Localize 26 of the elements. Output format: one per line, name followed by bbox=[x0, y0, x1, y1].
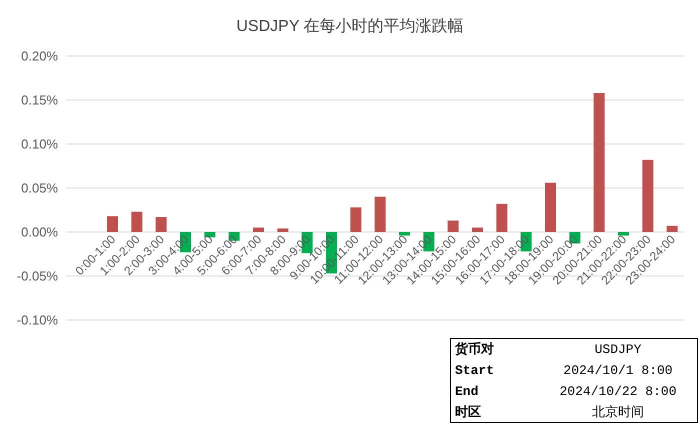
y-tick-label: 0.05% bbox=[21, 180, 58, 196]
bar bbox=[666, 226, 678, 232]
bar bbox=[107, 216, 118, 232]
bar bbox=[472, 228, 483, 232]
chart-title: USDJPY 在每小时的平均涨跌幅 bbox=[235, 16, 465, 37]
y-tick-label: 0.20% bbox=[21, 48, 58, 64]
bar bbox=[618, 232, 629, 236]
bar bbox=[448, 220, 459, 232]
info-table: 货币对 USDJPY Start 2024/10/1 8:00 End 2024/10/22 8:00 时区 北京时间 bbox=[450, 338, 698, 423]
bar bbox=[374, 196, 386, 232]
y-tick-label: 0.00% bbox=[21, 224, 58, 240]
y-tick-label: 0.10% bbox=[21, 136, 58, 152]
bar bbox=[642, 160, 654, 232]
bar bbox=[545, 182, 556, 232]
bar bbox=[277, 228, 288, 232]
bar bbox=[204, 232, 216, 238]
bar bbox=[496, 204, 508, 232]
y-tick-label: 0.15% bbox=[21, 92, 58, 108]
bar bbox=[350, 207, 362, 232]
bar bbox=[594, 92, 605, 232]
bar bbox=[253, 228, 264, 232]
bar bbox=[131, 212, 142, 232]
y-tick-label: -0.10% bbox=[16, 312, 58, 328]
bar bbox=[399, 232, 410, 236]
y-tick-label: -0.05% bbox=[16, 268, 58, 284]
bar bbox=[156, 217, 167, 232]
